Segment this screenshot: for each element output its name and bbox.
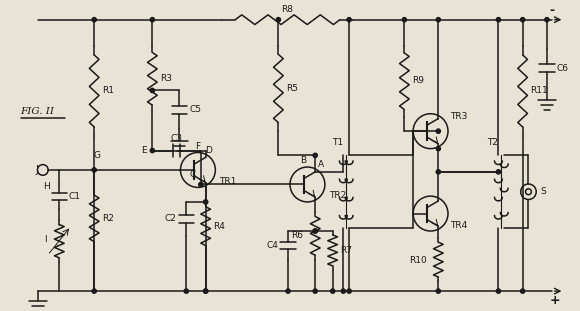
Text: R4: R4 [213, 222, 225, 231]
Circle shape [199, 182, 203, 187]
Circle shape [496, 170, 501, 174]
Circle shape [204, 200, 208, 204]
Circle shape [313, 289, 317, 293]
Text: H: H [43, 182, 50, 191]
Text: C5: C5 [189, 105, 201, 114]
Circle shape [313, 229, 317, 233]
Circle shape [496, 17, 501, 22]
Circle shape [403, 17, 407, 22]
Text: C1: C1 [69, 192, 81, 201]
Text: T2: T2 [487, 138, 498, 147]
Text: R11: R11 [530, 86, 548, 95]
Circle shape [276, 17, 281, 22]
Text: R7: R7 [340, 246, 353, 255]
Circle shape [341, 289, 346, 293]
Circle shape [496, 289, 501, 293]
Circle shape [545, 17, 549, 22]
Circle shape [436, 17, 440, 22]
Circle shape [313, 229, 317, 233]
Text: R6: R6 [292, 231, 303, 240]
Text: R5: R5 [286, 84, 298, 93]
Circle shape [347, 289, 351, 293]
Text: C: C [190, 170, 196, 179]
Text: T1: T1 [332, 138, 343, 147]
Text: J: J [35, 165, 38, 175]
Circle shape [92, 17, 96, 22]
Text: R8: R8 [281, 6, 293, 15]
Text: B: B [300, 156, 307, 165]
Text: R10: R10 [409, 256, 427, 265]
Text: I: I [44, 235, 46, 244]
Text: -: - [550, 4, 555, 17]
Text: S: S [540, 187, 546, 196]
Circle shape [313, 153, 317, 158]
Circle shape [184, 289, 189, 293]
Circle shape [436, 129, 440, 133]
Text: C4: C4 [266, 241, 278, 250]
Text: E: E [141, 146, 147, 155]
Text: A: A [318, 160, 324, 169]
Circle shape [436, 170, 440, 174]
Text: G: G [93, 151, 100, 160]
Text: TR4: TR4 [450, 221, 467, 230]
Circle shape [92, 168, 96, 172]
Circle shape [286, 289, 290, 293]
Text: D: D [205, 146, 212, 155]
Circle shape [436, 289, 440, 293]
Text: TR1: TR1 [219, 177, 237, 186]
Circle shape [150, 88, 154, 93]
Circle shape [331, 289, 335, 293]
Text: R3: R3 [160, 74, 172, 83]
Circle shape [150, 148, 154, 153]
Text: C6: C6 [557, 64, 568, 73]
Circle shape [204, 289, 208, 293]
Text: C3: C3 [171, 134, 183, 143]
Text: R9: R9 [412, 76, 424, 85]
Circle shape [436, 146, 440, 151]
Text: R1: R1 [102, 86, 114, 95]
Circle shape [92, 289, 96, 293]
Circle shape [520, 289, 525, 293]
Circle shape [520, 17, 525, 22]
Text: FIG. II: FIG. II [20, 107, 55, 116]
Circle shape [204, 289, 208, 293]
Text: TR2: TR2 [329, 191, 346, 200]
Text: R2: R2 [102, 214, 114, 223]
Text: +: + [550, 294, 560, 307]
Text: TR3: TR3 [450, 112, 467, 121]
Text: C2: C2 [165, 214, 176, 223]
Circle shape [347, 17, 351, 22]
Circle shape [150, 17, 154, 22]
Text: F: F [195, 142, 201, 151]
